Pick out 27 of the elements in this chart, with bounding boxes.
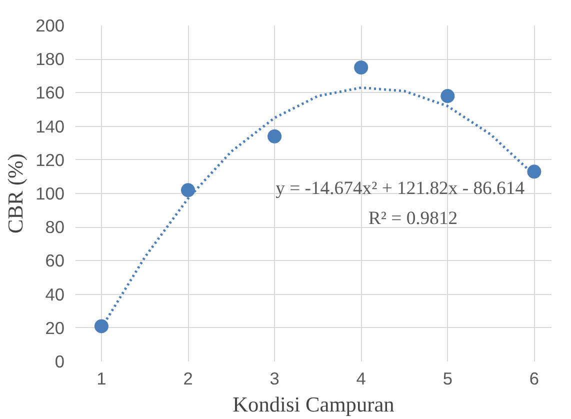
x-tick-label: 2 [183,368,193,388]
point [94,319,108,334]
y-tick-label: 160 [36,82,65,103]
annotation: y = -14.674x² + 121.82x - 86.614 [276,178,526,199]
y-tick-label: 180 [36,49,65,70]
y-tick-label: 80 [45,217,65,238]
y-tick-label: 20 [45,318,65,338]
point [181,183,196,198]
x-tick-label: 1 [96,368,106,388]
point [440,89,455,104]
x-tick-label: 5 [442,368,452,388]
y-tick-label: 140 [36,116,65,136]
y-tick-label: 40 [45,284,65,304]
y-tick-label: 0 [54,352,65,372]
x-tick-label: 3 [270,368,280,388]
point [354,60,368,74]
x-axis-title: Kondisi Campuran [232,392,395,416]
x-tick-label: 6 [529,368,540,388]
point [268,129,282,144]
y-tick-label: 60 [45,250,65,271]
x-tick-label: 4 [356,368,366,388]
point [527,164,542,179]
y-tick-label: 100 [36,184,65,204]
annotation: R² = 0.9812 [368,208,458,230]
y-tick-label: 200 [36,16,65,36]
y-axis-title: CBR (%) [4,154,28,234]
y-tick-label: 120 [36,150,65,170]
